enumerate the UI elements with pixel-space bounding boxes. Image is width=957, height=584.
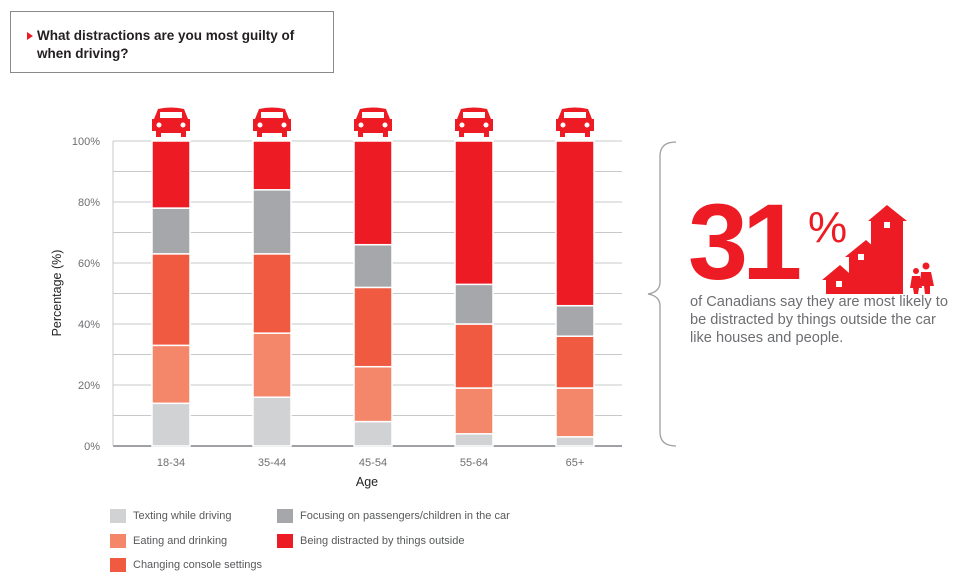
bar-segment	[151, 402, 191, 447]
houses-icon	[822, 205, 907, 294]
callout-percent-sign: %	[808, 203, 848, 252]
y-tick-label: 20%	[78, 380, 100, 392]
legend-label: Eating and drinking	[133, 535, 228, 547]
bar-segment	[454, 433, 494, 447]
bar-segment	[353, 365, 393, 423]
triangle-bullet-icon	[27, 32, 33, 40]
legend-swatch	[110, 534, 126, 548]
van-icon	[455, 107, 493, 137]
bar-segment	[555, 304, 595, 337]
x-tick-labels: 18-34 35-44 45-54 55-64 65+	[157, 457, 584, 469]
bar-segment	[252, 189, 292, 255]
bar-segment	[252, 253, 292, 334]
bars	[151, 140, 595, 447]
car-headlight	[459, 122, 465, 128]
legend-label: Focusing on passengers/children in the c…	[300, 510, 510, 522]
car-body	[354, 107, 392, 137]
car-window	[261, 112, 283, 118]
sedan-icon	[253, 107, 291, 137]
bar-segment	[454, 323, 494, 389]
car-headlight	[358, 122, 364, 128]
y-tick-label: 0%	[84, 441, 100, 453]
car-body	[455, 107, 493, 137]
bar-segment	[252, 140, 292, 191]
car-headlight	[560, 122, 566, 128]
car-headlight	[156, 122, 162, 128]
x-tick-label: 18-34	[157, 457, 185, 469]
classic-car-icon	[354, 107, 392, 137]
bar-segment	[151, 344, 191, 405]
y-axis-label: Percentage (%)	[50, 250, 64, 337]
callout-text: of Canadians say they are most likely to…	[690, 294, 948, 346]
bar-segment	[151, 253, 191, 347]
bar-segment	[454, 387, 494, 435]
car-window	[160, 112, 182, 118]
x-tick-label: 45-54	[359, 457, 387, 469]
y-tick-label: 60%	[78, 258, 100, 270]
chart-title: What distractions are you most guilty of…	[37, 28, 295, 61]
legend-swatch	[110, 509, 126, 523]
x-axis-label: Age	[356, 475, 378, 489]
car-window	[362, 112, 384, 118]
bar-segment	[353, 140, 393, 246]
y-tick-label: 100%	[72, 136, 100, 148]
x-tick-label: 35-44	[258, 457, 286, 469]
chart-title-box: What distractions are you most guilty of…	[10, 11, 334, 73]
bar-segment	[353, 286, 393, 368]
car-window	[463, 112, 485, 118]
bar-segment	[151, 207, 191, 255]
bar-segment	[555, 140, 595, 307]
car-headlight	[584, 122, 590, 128]
bar-segment	[353, 420, 393, 447]
car-headlight	[483, 122, 489, 128]
vw-bus-icon	[556, 107, 594, 137]
car-body	[556, 107, 594, 137]
sports-car-icon	[152, 107, 190, 137]
car-body	[152, 107, 190, 137]
legend-swatch	[277, 509, 293, 523]
legend-swatch	[110, 558, 126, 572]
y-tick-label: 40%	[78, 319, 100, 331]
legend-label: Texting while driving	[133, 510, 232, 522]
legend-label: Being distracted by things outside	[300, 535, 465, 547]
car-window	[564, 112, 586, 118]
car-headlight	[281, 122, 287, 128]
curly-brace	[647, 141, 677, 447]
legend-swatch	[277, 534, 293, 548]
y-tick-label: 80%	[78, 197, 100, 209]
y-tick-labels: 0% 20% 40% 60% 80% 100%	[72, 136, 100, 453]
bar-segment	[555, 335, 595, 389]
car-headlight	[180, 122, 186, 128]
car-icons	[152, 107, 594, 137]
bar-segment	[454, 140, 494, 286]
x-tick-label: 65+	[566, 457, 585, 469]
bar-segment	[454, 283, 494, 325]
bar-segment	[555, 436, 595, 447]
people-icon	[910, 262, 934, 294]
bar-segment	[353, 243, 393, 289]
car-body	[253, 107, 291, 137]
bar-segment	[151, 140, 191, 209]
car-headlight	[257, 122, 263, 128]
x-tick-label: 55-64	[460, 457, 488, 469]
bar-segment	[252, 332, 292, 398]
bar-segment	[252, 396, 292, 447]
car-headlight	[382, 122, 388, 128]
bar-segment	[555, 387, 595, 438]
legend-label: Changing console settings	[133, 559, 263, 571]
callout-number: 31	[688, 181, 802, 302]
